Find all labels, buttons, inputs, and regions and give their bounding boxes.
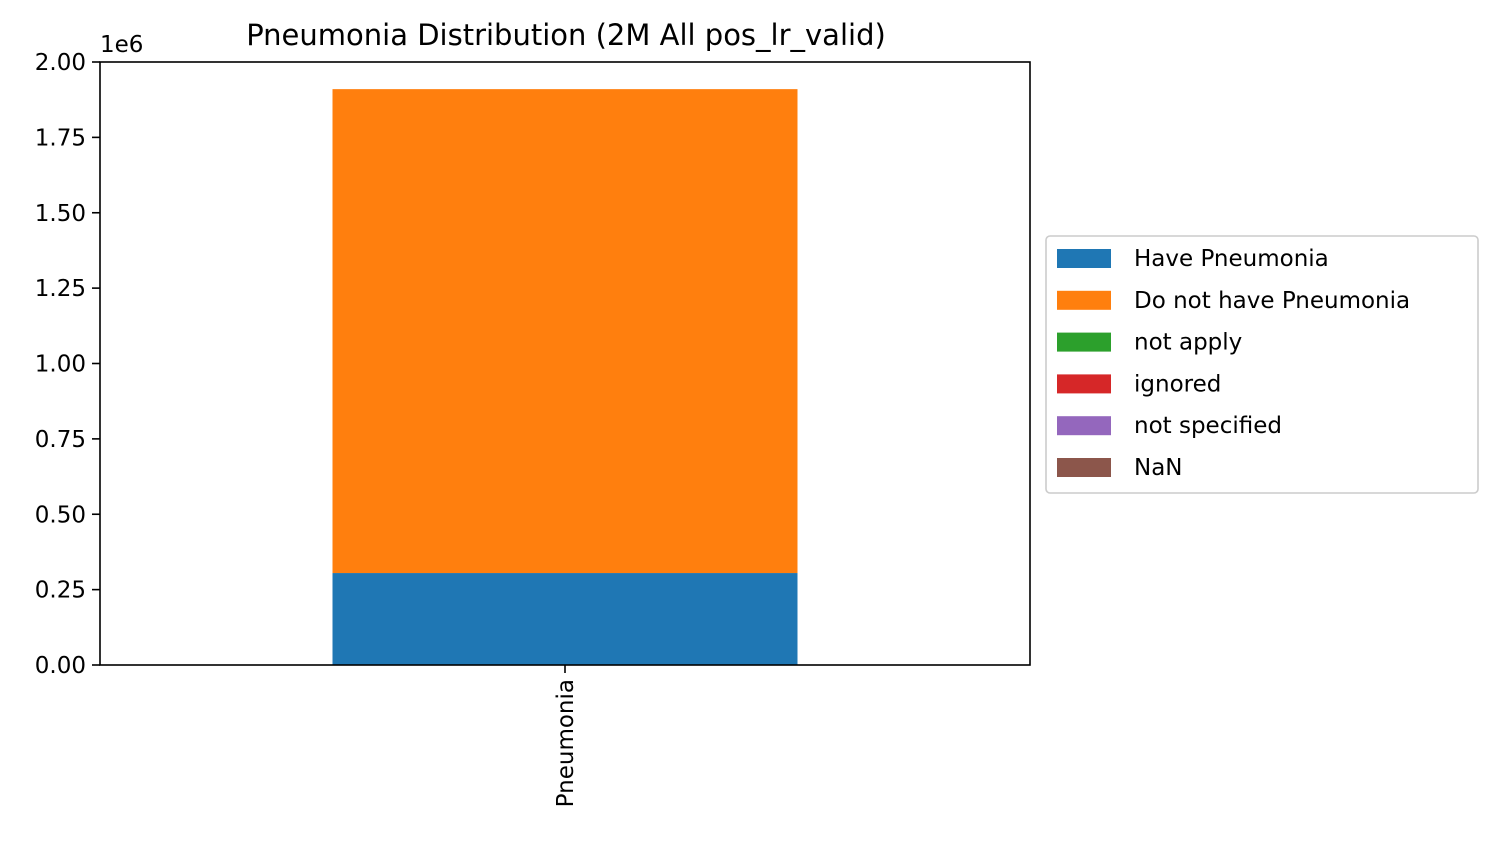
legend-label: ignored [1134, 371, 1221, 397]
y-tick-label: 0.75 [35, 427, 86, 453]
y-axis: 0.00 0.25 0.50 0.75 1.00 1.25 1.50 1.75 2.00 [35, 50, 100, 679]
bar-segment-0 [332, 573, 798, 665]
legend-label: not specified [1134, 413, 1282, 439]
plot-frame [99, 61, 1031, 666]
legend-label: Do not have Pneumonia [1134, 288, 1410, 314]
y-tick-label: 0.00 [35, 653, 86, 679]
legend: Have Pneumonia Do not have Pneumonia not a… [1045, 235, 1479, 494]
y-scale-label: 1e6 [100, 32, 143, 58]
bar-segment-1 [332, 89, 798, 574]
y-tick-label: 2.00 [35, 50, 86, 76]
legend-frame [1045, 235, 1479, 494]
y-tick-label: 1.00 [35, 352, 86, 378]
y-tick-label: 0.25 [35, 578, 86, 604]
legend-label: not apply [1134, 330, 1242, 356]
x-tick-label: Pneumonia [553, 679, 579, 807]
y-tick-label: 0.50 [35, 502, 86, 528]
chart-title: Pneumonia Distribution (2M All pos_lr_va… [246, 18, 886, 52]
legend-swatch [1057, 332, 1111, 352]
bars-layer [332, 89, 798, 665]
legend-swatch [1057, 290, 1111, 310]
y-tick-label: 1.25 [35, 276, 86, 302]
legend-label: Have Pneumonia [1134, 246, 1329, 272]
y-tick-label: 1.75 [35, 125, 86, 151]
legend-swatch [1057, 416, 1111, 436]
legend-swatch [1057, 458, 1111, 477]
legend-label: NaN [1134, 455, 1183, 481]
x-axis: Pneumonia [553, 665, 579, 807]
legend-swatch [1057, 249, 1111, 268]
legend-swatch [1057, 374, 1111, 394]
y-tick-label: 1.50 [35, 201, 86, 227]
